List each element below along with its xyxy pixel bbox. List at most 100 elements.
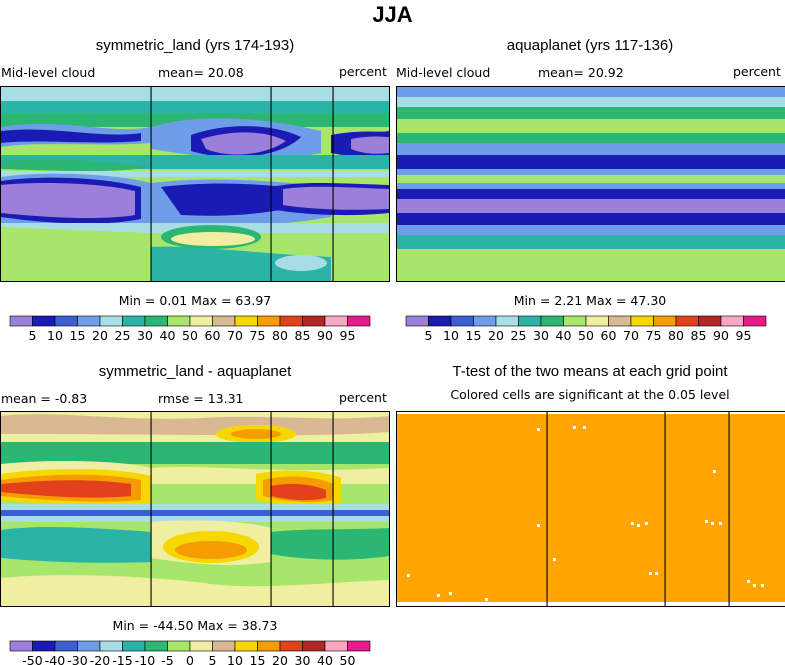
p2-band [397, 155, 785, 169]
figure-title: JJA [0, 2, 785, 28]
panel3-colorbar-tick-label: -30 [67, 653, 87, 665]
panel1-title: symmetric_land (yrs 174-193) [0, 37, 390, 54]
panel1-colorbar-tick-label: 75 [250, 328, 266, 343]
panel1-mean: mean= 20.08 [158, 65, 244, 80]
p2-band [397, 175, 785, 183]
p4-nonsignificant-cell [553, 558, 556, 561]
p4-nonsignificant-cell [537, 524, 540, 527]
panel3-units: percent [339, 390, 387, 405]
panel2-units: percent [733, 64, 781, 79]
panel4-map [396, 411, 785, 607]
p1-contour [1, 227, 151, 281]
p2-band [397, 235, 785, 249]
panel1-colorbar-swatch [100, 316, 123, 326]
panel1-colorbar-tick-label: 85 [295, 328, 311, 343]
p2-band [397, 107, 785, 119]
panel3-colorbar-swatch [33, 641, 56, 651]
panel2-colorbar-swatch [586, 316, 609, 326]
panel1-colorbar-tick-label: 95 [340, 328, 356, 343]
panel2-colorbar-swatch [631, 316, 654, 326]
panel2-colorbar-tick-label: 20 [488, 328, 504, 343]
p4-nonsignificant-cell [437, 594, 440, 597]
panel2-colorbar-tick-label: 15 [466, 328, 482, 343]
panel1-colorbar-swatch [280, 316, 303, 326]
panel1-colorbar-swatch [55, 316, 78, 326]
p4-nonsignificant-cell [655, 572, 658, 575]
panel1-min-max: Min = 0.01 Max = 63.97 [60, 293, 330, 308]
panel1-colorbar-tick-label: 25 [115, 328, 131, 343]
p4-nonsignificant-cell [705, 520, 708, 523]
panel3-colorbar-tick-label: -5 [161, 653, 173, 665]
p4-nonsignificant-cell [649, 572, 652, 575]
panel3-colorbar-tick-label: 15 [250, 653, 266, 665]
p2-band [397, 225, 785, 235]
p2-band [397, 133, 785, 143]
panel2-colorbar-swatch [474, 316, 497, 326]
p2-band [397, 169, 785, 175]
panel1-colorbar-swatch [348, 316, 371, 326]
p4-significant-region [397, 414, 785, 602]
panel2-colorbar-swatch [721, 316, 744, 326]
panel3-colorbar-swatch [10, 641, 33, 651]
panel1-colorbar-swatch [78, 316, 101, 326]
panel3-colorbar-swatch [78, 641, 101, 651]
p4-nonsignificant-cell [645, 522, 648, 525]
panel3-colorbar-swatch [213, 641, 236, 651]
panel1-colorbar-swatch [10, 316, 33, 326]
p2-band [397, 143, 785, 155]
panel2-map [396, 86, 785, 282]
panel3-colorbar-tick-label: -20 [90, 653, 110, 665]
panel1-colorbar-tick-label: 30 [137, 328, 153, 343]
panel4-subtitle: Colored cells are significant at the 0.0… [395, 387, 785, 402]
panel2-mean: mean= 20.92 [538, 65, 624, 80]
p4-nonsignificant-cell [573, 426, 576, 429]
panel2-colorbar-swatch [519, 316, 542, 326]
panel2-colorbar-swatch [406, 316, 429, 326]
p4-nonsignificant-cell [631, 522, 634, 525]
panel1-colorbar-swatch [168, 316, 191, 326]
p1-band [1, 87, 389, 101]
panel1-map [0, 86, 390, 282]
panel3-colorbar-swatch [168, 641, 191, 651]
panel1-colorbar-tick-label: 60 [205, 328, 221, 343]
panel2-colorbar-tick-label: 75 [646, 328, 662, 343]
panel3-mean: mean = -0.83 [1, 391, 87, 406]
panel2-colorbar-tick-label: 80 [668, 328, 684, 343]
panel2-colorbar-swatch [429, 316, 452, 326]
panel1-colorbar-swatch [303, 316, 326, 326]
panel1-colorbar-tick-label: 80 [272, 328, 288, 343]
panel1-colorbar-tick-label: 20 [92, 328, 108, 343]
p2-band [397, 119, 785, 133]
panel3-rmse: rmse = 13.31 [158, 391, 244, 406]
panel1-colorbar-swatch [190, 316, 213, 326]
panel3-colorbar-tick-label: 0 [186, 653, 194, 665]
panel3-colorbar-swatch [123, 641, 146, 651]
panel2-colorbar-tick-label: 60 [601, 328, 617, 343]
panel3-colorbar-swatch [348, 641, 371, 651]
panel2-colorbar-tick-label: 5 [425, 328, 433, 343]
p4-nonsignificant-cell [583, 426, 586, 429]
panel3-colorbar-swatch [280, 641, 303, 651]
panel2-colorbar-tick-label: 10 [443, 328, 459, 343]
panel3-colorbar-tick-label: 20 [272, 653, 288, 665]
panel3-colorbar-swatch [100, 641, 123, 651]
p1-band [1, 101, 389, 113]
p4-nonsignificant-cell [711, 522, 714, 525]
panel1-colorbar-tick-label: 15 [70, 328, 86, 343]
panel1-colorbar-swatch [33, 316, 56, 326]
p3-contour [175, 541, 247, 559]
panel3-colorbar-tick-label: 50 [340, 653, 356, 665]
panel3-colorbar-tick-label: 5 [209, 653, 217, 665]
panel3-colorbar-tick-label: -10 [135, 653, 155, 665]
panel1-colorbar-swatch [145, 316, 168, 326]
panel3-colorbar-swatch [55, 641, 78, 651]
panel2-colorbar-tick-label: 40 [556, 328, 572, 343]
panel2-colorbar-tick-label: 50 [578, 328, 594, 343]
p3-contour [1, 527, 151, 563]
p1-contour [1, 183, 135, 218]
p1-contour [275, 255, 327, 271]
p3-contour [271, 528, 389, 560]
panel3-colorbar-tick-label: -50 [22, 653, 42, 665]
